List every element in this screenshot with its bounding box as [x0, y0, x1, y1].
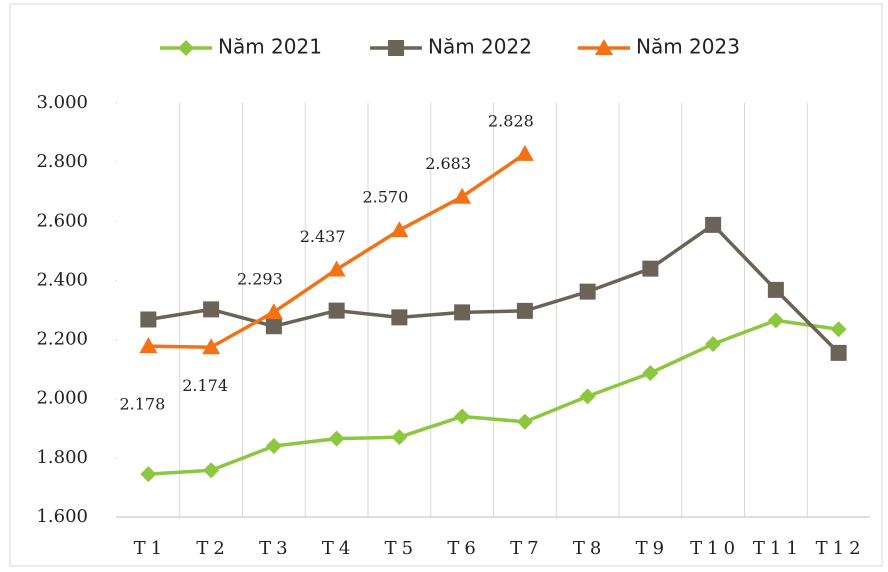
marker: [178, 40, 194, 56]
marker: [203, 301, 220, 318]
marker: [515, 144, 534, 161]
marker: [454, 304, 471, 321]
marker: [642, 260, 659, 277]
data-label: 2.174: [182, 376, 228, 395]
series: [140, 312, 847, 483]
y-tick-label: 2.800: [36, 151, 88, 172]
x-tick-label: T5: [385, 538, 418, 559]
x-tick-label: T10: [690, 538, 740, 559]
y-tick-label: 2.400: [36, 269, 88, 290]
y-tick-label: 2.000: [36, 388, 88, 409]
x-tick-label: T3: [259, 538, 292, 559]
marker: [453, 187, 472, 204]
y-tick-label: 1.800: [36, 447, 88, 468]
marker: [579, 388, 596, 405]
marker: [264, 303, 283, 320]
marker: [454, 408, 471, 425]
marker: [516, 413, 533, 430]
x-tick-label: T11: [753, 538, 803, 559]
series-line: [148, 318, 839, 476]
marker: [140, 466, 157, 483]
marker: [140, 311, 157, 328]
marker: [391, 309, 408, 326]
marker: [388, 40, 404, 56]
y-tick-label: 2.200: [36, 329, 88, 350]
marker: [579, 283, 596, 300]
x-tick-label: T4: [322, 538, 355, 559]
marker: [202, 338, 221, 355]
marker: [328, 302, 345, 319]
marker: [516, 302, 533, 319]
series-line: [148, 223, 840, 355]
marker: [265, 438, 282, 455]
marker: [390, 221, 409, 238]
marker: [265, 318, 282, 335]
marker: [203, 462, 220, 479]
x-tick-label: T8: [573, 538, 606, 559]
x-tick-label: T12: [816, 538, 866, 559]
y-tick-label: 1.600: [36, 506, 88, 527]
legend-label: Năm 2021: [218, 35, 322, 59]
y-tick-label: 2.600: [36, 210, 88, 231]
series: [140, 216, 847, 361]
data-label: 2.828: [488, 111, 534, 130]
marker: [391, 429, 408, 446]
x-tick-label: T1: [134, 538, 167, 559]
marker: [139, 337, 158, 354]
x-tick-label: T2: [196, 538, 229, 559]
marker: [767, 312, 784, 329]
series: [139, 144, 534, 355]
data-label: 2.570: [362, 188, 408, 207]
data-label: 2.178: [119, 395, 165, 414]
marker: [328, 430, 345, 447]
marker: [830, 321, 847, 338]
x-tick-label: T6: [447, 538, 480, 559]
x-tick-label: T7: [510, 538, 543, 559]
marker: [705, 336, 722, 353]
legend-label: Năm 2023: [636, 35, 740, 59]
marker: [705, 216, 722, 233]
chart-border: [9, 3, 883, 567]
y-tick-label: 3.000: [36, 92, 88, 113]
data-label: 2.437: [300, 227, 346, 246]
marker: [327, 260, 346, 277]
data-label: 2.293: [237, 270, 283, 289]
legend-label: Năm 2022: [428, 35, 532, 59]
marker: [830, 344, 847, 361]
data-label: 2.683: [425, 154, 471, 173]
x-tick-label: T9: [636, 538, 669, 559]
marker: [767, 281, 784, 298]
marker: [595, 39, 613, 55]
marker: [642, 364, 659, 381]
